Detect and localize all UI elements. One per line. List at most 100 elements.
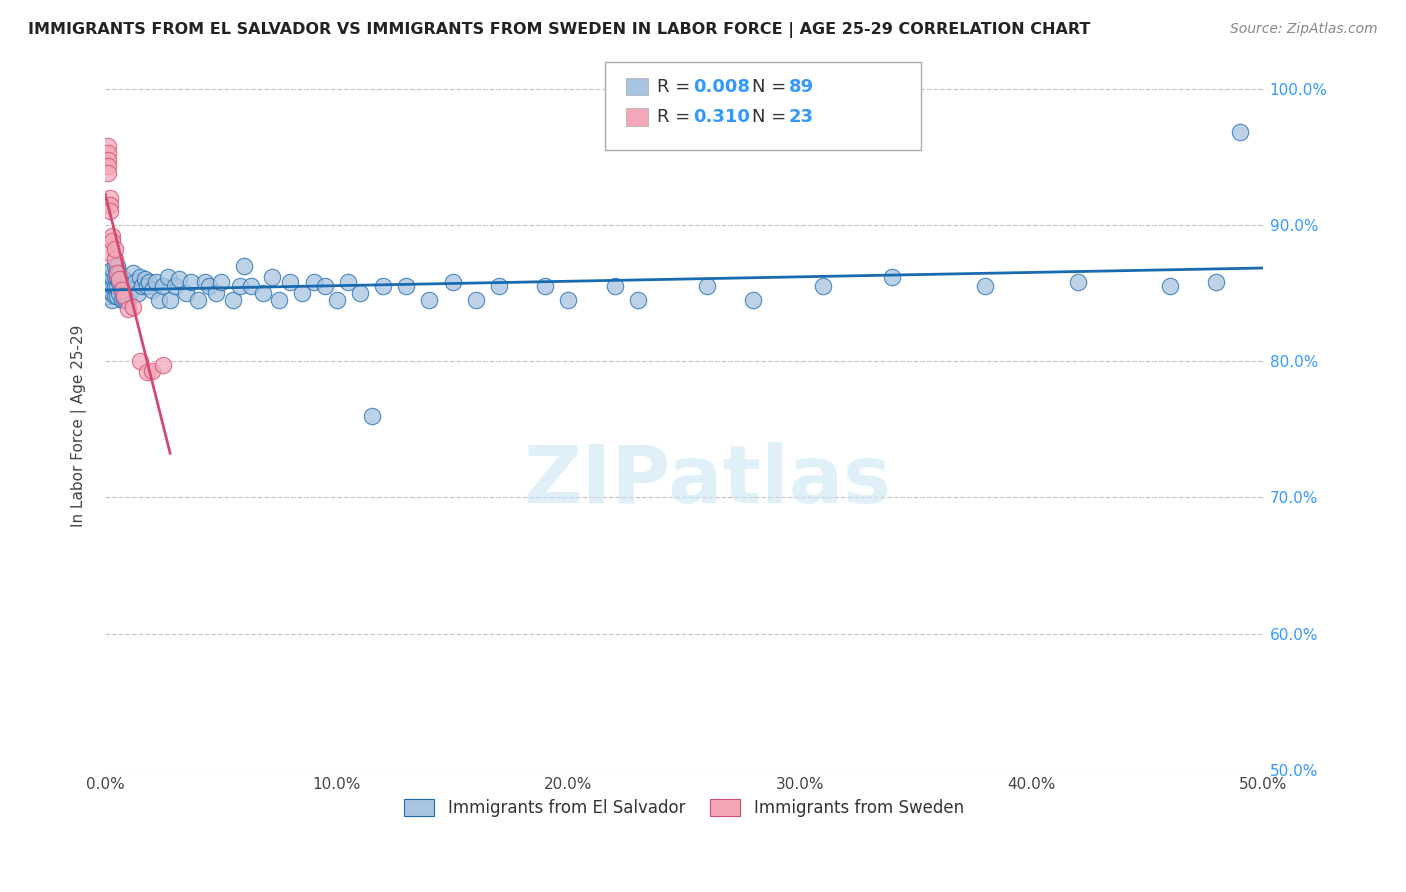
Point bbox=[134, 272, 156, 286]
Point bbox=[97, 153, 120, 167]
Point bbox=[96, 245, 118, 260]
Point bbox=[112, 293, 135, 307]
Point bbox=[98, 284, 121, 298]
Point bbox=[534, 279, 557, 293]
Text: ZIPatlas: ZIPatlas bbox=[523, 442, 891, 520]
Point bbox=[163, 279, 186, 293]
Point bbox=[112, 289, 135, 303]
Point bbox=[122, 266, 145, 280]
Point bbox=[110, 293, 132, 307]
Text: 0.008: 0.008 bbox=[693, 78, 751, 95]
Point bbox=[108, 275, 131, 289]
Point bbox=[326, 293, 349, 307]
Point bbox=[101, 235, 124, 249]
Point bbox=[349, 286, 371, 301]
Point bbox=[108, 266, 131, 280]
Point bbox=[176, 286, 198, 301]
Point bbox=[101, 269, 124, 284]
Point bbox=[98, 275, 121, 289]
Point bbox=[1205, 275, 1227, 289]
Text: R =: R = bbox=[657, 78, 696, 95]
Text: R =: R = bbox=[657, 108, 696, 126]
Point bbox=[152, 279, 174, 293]
Point bbox=[105, 269, 128, 284]
Point bbox=[103, 269, 125, 284]
Point bbox=[371, 279, 394, 293]
Point bbox=[97, 289, 120, 303]
Point bbox=[603, 279, 626, 293]
Legend: Immigrants from El Salvador, Immigrants from Sweden: Immigrants from El Salvador, Immigrants … bbox=[398, 792, 970, 823]
Point bbox=[103, 289, 125, 303]
Point bbox=[117, 275, 139, 289]
Point bbox=[742, 293, 765, 307]
Point bbox=[360, 409, 382, 423]
Point bbox=[117, 293, 139, 307]
Y-axis label: In Labor Force | Age 25-29: In Labor Force | Age 25-29 bbox=[72, 325, 87, 527]
Point bbox=[120, 284, 142, 298]
Point bbox=[108, 286, 131, 301]
Point bbox=[97, 145, 120, 160]
Point bbox=[103, 243, 125, 257]
Point bbox=[187, 293, 209, 307]
Point bbox=[122, 300, 145, 314]
Point bbox=[124, 275, 146, 289]
Point bbox=[228, 279, 250, 293]
Point bbox=[101, 279, 124, 293]
Point bbox=[198, 279, 221, 293]
Point bbox=[129, 354, 152, 368]
Point bbox=[233, 259, 256, 273]
Point bbox=[252, 286, 274, 301]
Point bbox=[1229, 125, 1251, 139]
Point bbox=[97, 166, 120, 180]
Point bbox=[101, 286, 124, 301]
Point bbox=[337, 275, 360, 289]
Text: 0.310: 0.310 bbox=[693, 108, 749, 126]
Point bbox=[115, 293, 138, 307]
Point bbox=[180, 275, 202, 289]
Point bbox=[557, 293, 579, 307]
Point bbox=[101, 261, 124, 276]
Point bbox=[98, 191, 121, 205]
Point bbox=[156, 269, 179, 284]
Point bbox=[148, 293, 170, 307]
Point bbox=[101, 228, 124, 243]
Point bbox=[103, 259, 125, 273]
Point bbox=[152, 359, 174, 373]
Point bbox=[696, 279, 718, 293]
Point bbox=[101, 293, 124, 307]
Point bbox=[221, 293, 243, 307]
Point bbox=[441, 275, 464, 289]
Point bbox=[240, 279, 263, 293]
Point bbox=[127, 286, 149, 301]
Point bbox=[267, 293, 290, 307]
Point bbox=[209, 275, 232, 289]
Point bbox=[194, 275, 217, 289]
Point bbox=[260, 269, 283, 284]
Point bbox=[110, 272, 132, 286]
Point bbox=[105, 279, 128, 293]
Point bbox=[314, 279, 336, 293]
Point bbox=[280, 275, 302, 289]
Point bbox=[811, 279, 834, 293]
Point bbox=[291, 286, 314, 301]
Point bbox=[169, 272, 191, 286]
Text: N =: N = bbox=[752, 78, 792, 95]
Point bbox=[115, 275, 138, 289]
Text: N =: N = bbox=[752, 108, 792, 126]
Point bbox=[98, 204, 121, 219]
Point bbox=[141, 364, 163, 378]
Point bbox=[141, 284, 163, 298]
Point bbox=[98, 269, 121, 284]
Point bbox=[395, 279, 418, 293]
Point bbox=[205, 286, 228, 301]
Point bbox=[105, 289, 128, 303]
Point bbox=[418, 293, 440, 307]
Point bbox=[97, 279, 120, 293]
Point bbox=[110, 284, 132, 298]
Point bbox=[1066, 275, 1088, 289]
Point bbox=[1159, 279, 1181, 293]
Point bbox=[103, 279, 125, 293]
Point bbox=[97, 160, 120, 174]
Point bbox=[136, 279, 159, 293]
Point bbox=[108, 272, 131, 286]
